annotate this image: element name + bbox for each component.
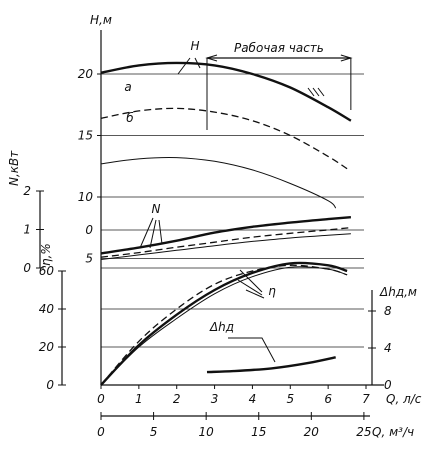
annotation-a: a [124, 80, 131, 94]
y-axis-title-npsh: Δhд,м [379, 285, 417, 299]
x-tick-label-ls-1: 1 [135, 392, 143, 406]
annotation-npsh: Δhд [209, 320, 234, 334]
y-tick-label-power-1: 1 [23, 223, 31, 237]
y-tick-label-eff-0: 0 [46, 378, 54, 392]
y-tick-label-power-2: 2 [23, 184, 31, 198]
y-tick-label-head-0: 0 [85, 223, 93, 237]
y-tick-label-npsh-8: 8 [384, 304, 392, 318]
annotation-H: H [190, 39, 199, 53]
series-line-3 [100, 156, 337, 209]
leader-eta [237, 269, 265, 299]
y-tick-label-head-15: 15 [78, 129, 93, 143]
y-tick-label-head-20: 20 [78, 67, 94, 81]
y-tick-label-eff-60: 60 [39, 264, 55, 278]
x-tick-label-m3h-15: 15 [251, 425, 266, 439]
y-axis-title-efficiency: η,% [39, 243, 53, 266]
series-line-4 [100, 216, 351, 255]
x-tick-label-m3h-5: 5 [150, 425, 158, 439]
x-axis-title-ls: Q, л/с [386, 392, 422, 406]
x-tick-label-m3h-0: 0 [97, 425, 105, 439]
leader-npsh [228, 337, 276, 363]
annotation-eta: η [268, 284, 276, 298]
leader-N [139, 217, 163, 249]
x-tick-label-m3h-20: 20 [304, 425, 320, 439]
grid [101, 73, 364, 348]
series-line-10 [206, 356, 336, 374]
y-tick-label-eff-40: 40 [39, 302, 55, 316]
series-line-6 [100, 233, 351, 260]
annotation-b: б [126, 111, 134, 125]
series-line-9 [100, 266, 348, 386]
working-range-arrow-left [205, 54, 218, 62]
x-tick-label-ls-4: 4 [249, 392, 257, 406]
x-tick-label-ls-3: 3 [211, 392, 219, 406]
x-tick-label-ls-0: 0 [97, 392, 105, 406]
x-tick-label-ls-7: 7 [362, 392, 370, 406]
y-tick-label-head-10: 10 [78, 190, 94, 204]
y-tick-label-head-5: 5 [85, 252, 93, 266]
y-axis-title-head: H,м [90, 13, 112, 27]
x-tick-label-ls-6: 6 [324, 392, 332, 406]
annotation-working-range: Рабочая часть [234, 41, 324, 55]
y-tick-label-eff-20: 20 [39, 340, 55, 354]
series-line-1 [100, 61, 352, 122]
series-line-5 [100, 226, 351, 258]
x-tick-label-m3h-25: 25 [356, 425, 371, 439]
working-range-arrow-right [340, 54, 353, 62]
leader-H [177, 57, 201, 75]
hatch-mark [307, 87, 325, 97]
axes [36, 30, 384, 420]
y-tick-label-npsh-0: 0 [384, 378, 392, 392]
series-line-2 [100, 107, 348, 170]
curves [100, 54, 353, 386]
series-line-7 [100, 261, 348, 386]
x-tick-label-m3h-10: 10 [199, 425, 215, 439]
x-tick-label-ls-5: 5 [286, 392, 294, 406]
y-tick-label-npsh-4: 4 [384, 341, 392, 355]
annotation-N: N [152, 202, 161, 216]
x-tick-label-ls-2: 2 [173, 392, 181, 406]
x-axis-title-m3h: Q, м³/ч [372, 425, 414, 439]
y-axis-title-power: N,кВт [7, 150, 21, 186]
y-tick-label-power-0: 0 [23, 261, 31, 275]
